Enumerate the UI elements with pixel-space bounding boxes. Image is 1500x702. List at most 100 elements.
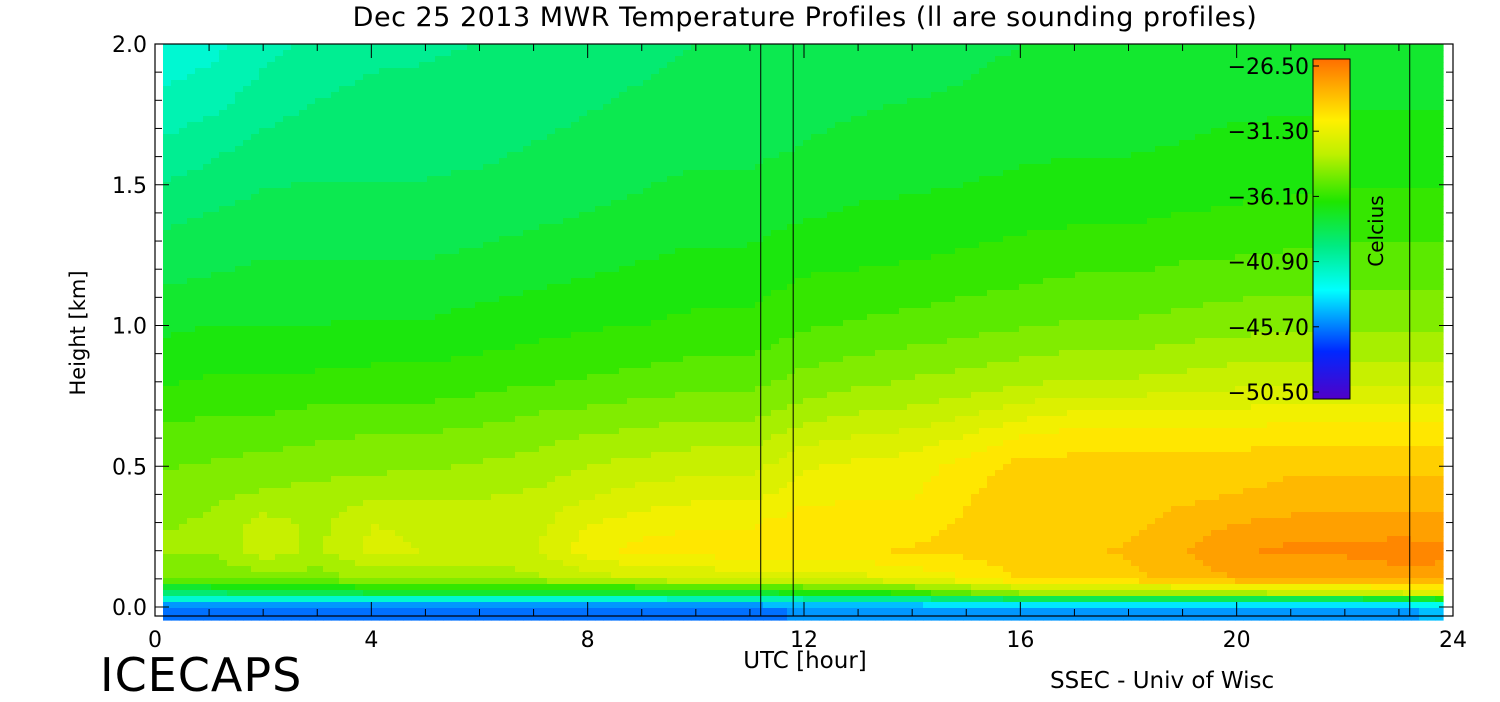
heatmap-cell	[779, 152, 788, 159]
heatmap-cell	[979, 44, 988, 51]
heatmap-cell	[363, 230, 372, 237]
heatmap-cell	[851, 110, 860, 117]
heatmap-cell	[523, 158, 532, 165]
heatmap-cell	[1219, 68, 1228, 75]
heatmap-cell	[1267, 86, 1276, 93]
heatmap-cell	[723, 140, 732, 147]
heatmap-cell	[315, 56, 324, 63]
heatmap-cell	[1123, 140, 1132, 147]
heatmap-cell	[579, 50, 588, 57]
heatmap-cell	[707, 110, 716, 117]
heatmap-cell	[683, 98, 692, 105]
heatmap-cell	[1131, 68, 1140, 75]
heatmap-cell	[1147, 170, 1156, 177]
heatmap-cell	[667, 56, 676, 63]
heatmap-cell	[211, 188, 220, 195]
heatmap-cell	[379, 50, 388, 57]
heatmap-cell	[987, 56, 996, 63]
heatmap-cell	[1155, 68, 1164, 75]
heatmap-cell	[459, 122, 468, 129]
heatmap-cell	[1283, 134, 1292, 141]
heatmap-cell	[771, 74, 780, 81]
heatmap-cell	[1427, 200, 1436, 207]
heatmap-cell	[891, 218, 900, 225]
heatmap-cell	[203, 188, 212, 195]
heatmap-cell	[1075, 74, 1084, 81]
heatmap-cell	[667, 182, 676, 189]
heatmap-cell	[1379, 62, 1388, 69]
heatmap-cell	[1211, 104, 1220, 111]
heatmap-cell	[667, 62, 676, 69]
heatmap-cell	[1067, 194, 1076, 201]
heatmap-cell	[835, 212, 844, 219]
heatmap-cell	[883, 128, 892, 135]
heatmap-cell	[419, 104, 428, 111]
heatmap-cell	[419, 110, 428, 117]
heatmap-cell	[523, 140, 532, 147]
heatmap-cell	[699, 104, 708, 111]
heatmap-cell	[467, 92, 476, 99]
heatmap-cell	[419, 44, 428, 51]
heatmap-cell	[987, 188, 996, 195]
heatmap-cell	[1171, 50, 1180, 57]
heatmap-cell	[691, 188, 700, 195]
heatmap-cell	[1211, 200, 1220, 207]
heatmap-cell	[1291, 176, 1300, 183]
heatmap-cell	[1411, 86, 1420, 93]
heatmap-cell	[1419, 176, 1428, 183]
heatmap-cell	[451, 224, 460, 231]
heatmap-cell	[1195, 116, 1204, 123]
heatmap-cell	[227, 62, 236, 69]
heatmap-cell	[747, 62, 756, 69]
heatmap-cell	[1051, 182, 1060, 189]
heatmap-cell	[1011, 176, 1020, 183]
heatmap-cell	[827, 134, 836, 141]
heatmap-cell	[1267, 128, 1276, 135]
heatmap-cell	[1355, 140, 1364, 147]
heatmap-cell	[427, 104, 436, 111]
heatmap-cell	[243, 128, 252, 135]
heatmap-cell	[1307, 92, 1316, 99]
heatmap-cell	[979, 116, 988, 123]
heatmap-cell	[1163, 122, 1172, 129]
heatmap-cell	[195, 134, 204, 141]
heatmap-cell	[523, 188, 532, 195]
heatmap-cell	[675, 158, 684, 165]
heatmap-cell	[1123, 50, 1132, 57]
heatmap-cell	[627, 56, 636, 63]
heatmap-cell	[651, 122, 660, 129]
heatmap-cell	[1235, 134, 1244, 141]
heatmap-cell	[483, 62, 492, 69]
heatmap-cell	[755, 80, 764, 87]
heatmap-cell	[1251, 176, 1260, 183]
heatmap-cell	[1227, 122, 1236, 129]
heatmap-cell	[467, 206, 476, 213]
heatmap-cell	[931, 146, 940, 153]
heatmap-cell	[355, 44, 364, 51]
heatmap-cell	[403, 194, 412, 201]
heatmap-cell	[419, 194, 428, 201]
heatmap-cell	[579, 146, 588, 153]
heatmap-cell	[627, 176, 636, 183]
heatmap-cell	[1163, 194, 1172, 201]
heatmap-cell	[403, 110, 412, 117]
heatmap-cell	[1115, 200, 1124, 207]
heatmap-cell	[1107, 176, 1116, 183]
heatmap-cell	[643, 140, 652, 147]
heatmap-cell	[547, 110, 556, 117]
heatmap-cell	[235, 62, 244, 69]
heatmap-cell	[763, 134, 772, 141]
heatmap-cell	[627, 134, 636, 141]
heatmap-cell	[723, 134, 732, 141]
heatmap-cell	[299, 80, 308, 87]
heatmap-cell	[1307, 110, 1316, 117]
heatmap-cell	[1371, 74, 1380, 81]
heatmap-cell	[635, 44, 644, 51]
heatmap-cell	[291, 230, 300, 237]
heatmap-cell	[1411, 122, 1420, 129]
heatmap-cell	[251, 122, 260, 129]
heatmap-cell	[659, 206, 668, 213]
heatmap-cell	[435, 224, 444, 231]
heatmap-cell	[235, 110, 244, 117]
heatmap-cell	[1299, 170, 1308, 177]
